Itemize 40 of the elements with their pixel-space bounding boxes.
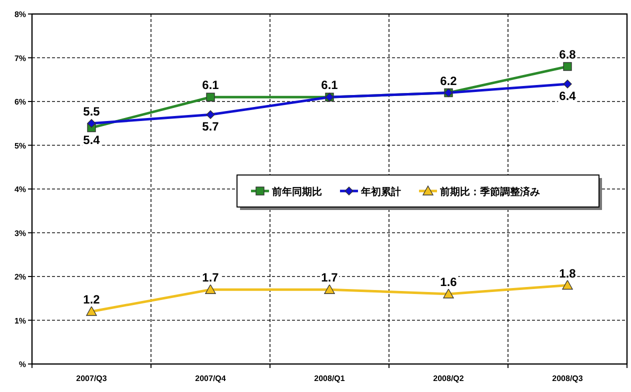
y-tick-label: 2% <box>14 272 26 282</box>
y-tick-label: 8% <box>14 10 26 19</box>
y-tick-label: 5% <box>14 141 26 150</box>
point <box>563 62 572 71</box>
point <box>562 280 573 290</box>
y-tick-label: % <box>18 360 26 369</box>
data-label: 1.7 <box>202 270 220 285</box>
x-tick-label: 2008/Q1 <box>314 374 346 383</box>
data-label: 1.6 <box>440 275 458 289</box>
data-label: 6.1 <box>202 78 220 92</box>
data-label: 6.4 <box>559 89 576 103</box>
data-label: 6.2 <box>440 74 458 88</box>
y-tick-label: 1% <box>14 316 26 326</box>
y-tick-label: 7% <box>14 54 26 63</box>
point <box>87 119 96 128</box>
legend-label: 年初累計 <box>360 186 401 198</box>
data-label: 1.2 <box>83 292 100 306</box>
x-tick-label: 2007/Q4 <box>195 374 226 383</box>
y-tick-label: 3% <box>14 228 26 238</box>
point <box>563 80 572 88</box>
point <box>206 92 215 102</box>
legend-label: 前期比：季節調整済み <box>439 186 540 198</box>
x-tick-label: 2007/Q3 <box>76 374 108 383</box>
point <box>206 110 215 119</box>
data-label: 6.1 <box>321 78 338 92</box>
data-label: 5.5 <box>83 104 100 118</box>
x-tick-label: 2008/Q3 <box>552 374 584 383</box>
point <box>324 284 335 294</box>
point <box>205 284 216 294</box>
y-tick-label: 4% <box>14 185 26 194</box>
x-tick-label: 2008/Q2 <box>433 374 464 383</box>
y-tick-label: 6% <box>14 98 26 106</box>
data-label: 1.8 <box>559 266 576 280</box>
point <box>443 288 454 298</box>
data-label: 1.7 <box>321 270 338 285</box>
data-label: 5.4 <box>83 132 100 147</box>
data-label: 5.7 <box>202 120 220 134</box>
legend-label: 前年同期比 <box>271 186 322 198</box>
point <box>86 306 97 316</box>
data-label: 6.8 <box>559 48 576 62</box>
